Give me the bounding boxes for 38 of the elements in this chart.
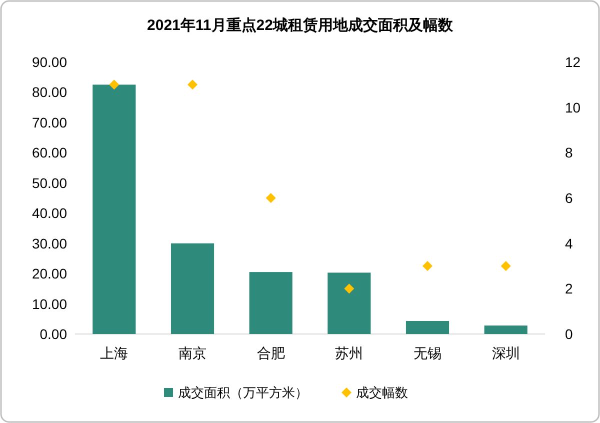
legend-label: 成交面积（万平方米） — [178, 385, 308, 400]
point — [500, 261, 511, 271]
point — [188, 80, 198, 90]
bar — [328, 272, 371, 334]
y2-tick-label: 8 — [565, 144, 573, 161]
y-tick-label: 80.00 — [32, 84, 68, 100]
y-tick-label: 30.00 — [32, 235, 68, 252]
y-tick-label: 40.00 — [32, 205, 68, 222]
y-tick-label: 10.00 — [32, 296, 68, 312]
bar — [406, 321, 450, 334]
x-tick-label: 合肥 — [256, 345, 285, 361]
y2-tick-label: 2 — [565, 280, 573, 297]
bar — [170, 243, 214, 334]
y-tick-label: 50.00 — [32, 174, 68, 191]
x-tick-label: 苏州 — [335, 345, 364, 361]
y2-tick-label: 10 — [565, 99, 581, 116]
y-tick-label: 60.00 — [32, 144, 68, 161]
x-tick-label: 南京 — [178, 345, 206, 361]
point — [266, 193, 276, 203]
bar — [249, 272, 292, 334]
y-tick-label: 0.00 — [40, 326, 68, 342]
x-tick-label: 深圳 — [492, 345, 520, 361]
chart-title: 2021年11月重点22城租赁用地成交面积及幅数 — [147, 16, 454, 34]
y-tick-label: 90.00 — [32, 54, 68, 70]
y2-tick-label: 6 — [565, 190, 573, 206]
y2-tick-label: 0 — [565, 326, 573, 342]
y2-tick-label: 12 — [565, 54, 581, 70]
bar — [92, 84, 136, 334]
x-tick-label: 上海 — [100, 345, 128, 361]
y-tick-label: 70.00 — [32, 114, 68, 130]
point — [109, 80, 120, 90]
bar — [484, 326, 528, 334]
point — [422, 261, 432, 271]
x-tick-label: 无锡 — [414, 345, 442, 361]
y-tick-label: 20.00 — [32, 266, 68, 282]
legend-label: 成交幅数 — [356, 385, 408, 400]
point — [344, 284, 354, 294]
y2-tick-label: 4 — [565, 235, 573, 252]
